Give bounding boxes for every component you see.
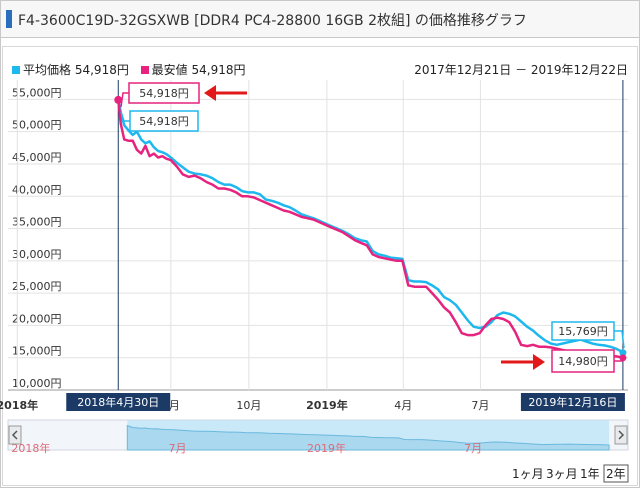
annotation-label: 14,980円 [558, 355, 608, 368]
arrow-head [204, 85, 216, 101]
legend-avg-value: 54,918円 [74, 63, 129, 77]
start-date-badge [66, 393, 171, 411]
x-tick-label: 4月 [394, 399, 412, 412]
period-button-label: 1年 [580, 467, 600, 481]
y-tick-label: 40,000円 [12, 183, 62, 196]
period-button-frame [603, 464, 629, 483]
series-line-min [117, 99, 624, 359]
chevron-icon [11, 430, 18, 440]
start-point [114, 95, 123, 104]
navigator-tick-label: 7月 [464, 442, 482, 455]
x-tick-label: 7月 [471, 399, 489, 412]
annotation-label: 54,918円 [139, 87, 189, 100]
arrow-icon [501, 354, 545, 370]
arrow-icon [204, 85, 247, 101]
period-button[interactable]: 2年 [603, 464, 629, 483]
annotation-connector [120, 92, 129, 108]
legend-avg-label: 平均価格 [23, 63, 72, 77]
legend-min-swatch [140, 65, 149, 74]
y-tick-label: 25,000円 [12, 280, 62, 293]
chart-panel [2, 46, 638, 486]
legend-avg-swatch [12, 65, 20, 74]
legend-min-value: 54,918円 [191, 63, 246, 77]
x-tick-label: 2018年 [0, 398, 38, 412]
y-tick-label: 15,000円 [12, 345, 62, 358]
annotation-connector [614, 355, 625, 362]
period-button[interactable]: 1年 [580, 467, 600, 481]
y-tick-label: 45,000円 [12, 151, 62, 164]
y-tick-label: 35,000円 [12, 216, 62, 229]
navigator-handle-right[interactable] [614, 425, 628, 445]
handle-box [614, 425, 628, 445]
end-date-label: 2019年12月16日 [528, 395, 617, 409]
y-tick-label: 55,000円 [12, 86, 62, 99]
y-tick-label: 10,000円 [12, 377, 62, 390]
navigator-handle-left[interactable] [8, 425, 22, 445]
period-button-label: 2年 [606, 467, 626, 481]
series-line-avg [117, 99, 624, 354]
annotation-label: 54,918円 [139, 115, 189, 128]
legend: 平均価格 54,918円 最安値 54,918円 [12, 61, 246, 78]
legend-min-label: 最安値 [151, 63, 188, 77]
y-tick-label: 20,000円 [12, 312, 62, 325]
x-tick-label: 2019年 [306, 398, 348, 412]
annotation-label: 15,769円 [558, 325, 608, 338]
navigator-area [126, 424, 610, 451]
period-button[interactable]: 1ヶ月 [512, 467, 544, 481]
end-point-avg [619, 349, 627, 357]
y-tick-label: 50,000円 [12, 119, 62, 132]
navigator-tick-label: 2019年 [307, 441, 346, 455]
arrow-head [533, 354, 545, 370]
end-date-badge [520, 393, 625, 411]
period-button-label: 1ヶ月 [512, 467, 544, 481]
date-range: 2017年12月21日 － 2019年12月22日 [414, 63, 628, 77]
start-date-label: 2018年4月30日 [77, 395, 159, 409]
handle-box [8, 425, 22, 445]
period-button-label: 3ヶ月 [546, 467, 578, 481]
annotation-connector [614, 330, 625, 349]
x-tick-label: 10月 [236, 399, 261, 412]
page-title: F4-3600C19D-32GSXWB [DDR4 PC4-28800 16GB… [18, 13, 527, 29]
annotation-connector [120, 111, 130, 122]
title-accent [6, 10, 12, 28]
period-button[interactable]: 3ヶ月 [546, 467, 578, 481]
navigator-tick-label: 7月 [168, 442, 186, 455]
chevron-icon [618, 430, 625, 440]
y-tick-label: 30,000円 [12, 248, 62, 261]
title-bar: F4-3600C19D-32GSXWB [DDR4 PC4-28800 16GB… [1, 1, 639, 38]
